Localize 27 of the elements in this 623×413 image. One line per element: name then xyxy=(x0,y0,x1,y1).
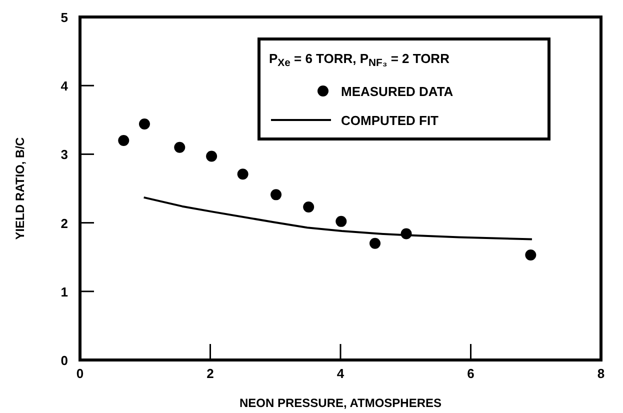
x-tick-label: 0 xyxy=(76,366,84,381)
legend-label: COMPUTED FIT xyxy=(341,113,439,128)
x-tick-label: 6 xyxy=(467,366,474,381)
x-tick-label: 8 xyxy=(597,366,605,381)
point xyxy=(138,118,150,130)
x-tick-label: 2 xyxy=(206,366,214,381)
point xyxy=(270,189,282,200)
point xyxy=(237,168,248,180)
x-axis-title: NEON PRESSURE, ATMOSPHERES xyxy=(239,396,442,410)
y-tick-label: 1 xyxy=(60,284,68,300)
point xyxy=(525,250,536,261)
y-tick-label: 2 xyxy=(60,216,68,231)
y-tick-label: 0 xyxy=(60,353,68,368)
point xyxy=(206,150,218,162)
y-axis-title: YIELD RATIO, B/C xyxy=(13,136,27,240)
y-tick-label: 3 xyxy=(60,147,68,162)
point xyxy=(118,134,130,146)
legend-label: MEASURED DATA xyxy=(341,84,454,99)
point xyxy=(370,238,381,249)
y-tick-label: 5 xyxy=(60,10,68,25)
point xyxy=(174,142,186,153)
line-series xyxy=(142,196,533,240)
legend-title: P$_{Xe}$ = 6 TORR, P$_{NF₃}$ = 2 TORR xyxy=(269,51,450,69)
point xyxy=(336,216,347,227)
y-tick-label: 4 xyxy=(60,78,69,94)
x-tick-label: 4 xyxy=(336,366,345,381)
point xyxy=(303,202,314,213)
